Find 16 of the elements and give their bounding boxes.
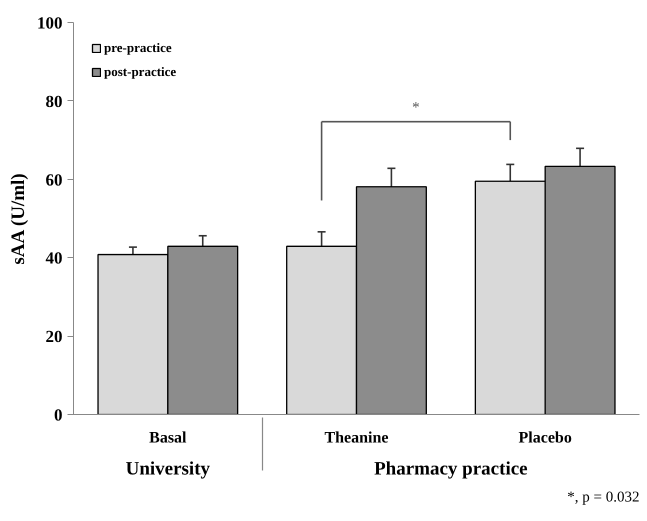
y-axis-title: sAA (U/ml) <box>8 173 29 265</box>
y-tick-label: 0 <box>54 406 62 424</box>
x-tick-label: Placebo <box>518 430 572 446</box>
text: *, p = 0.032 <box>567 490 640 506</box>
y-tick-label: 60 <box>46 170 62 190</box>
text: University <box>126 458 211 480</box>
annotation: * <box>412 100 420 116</box>
y-tick-label: 40 <box>46 248 62 268</box>
x-tick-label: Theanine <box>324 430 389 446</box>
legend-label: post-practice <box>104 64 176 80</box>
y-tick-label: 80 <box>46 92 62 111</box>
legend-label: pre-practice <box>104 40 172 56</box>
x-tick-label: Basal <box>149 430 188 446</box>
text: Pharmacy practice <box>374 458 528 480</box>
y-tick-label: 20 <box>46 327 62 346</box>
y-tick-label: 100 <box>37 14 62 32</box>
